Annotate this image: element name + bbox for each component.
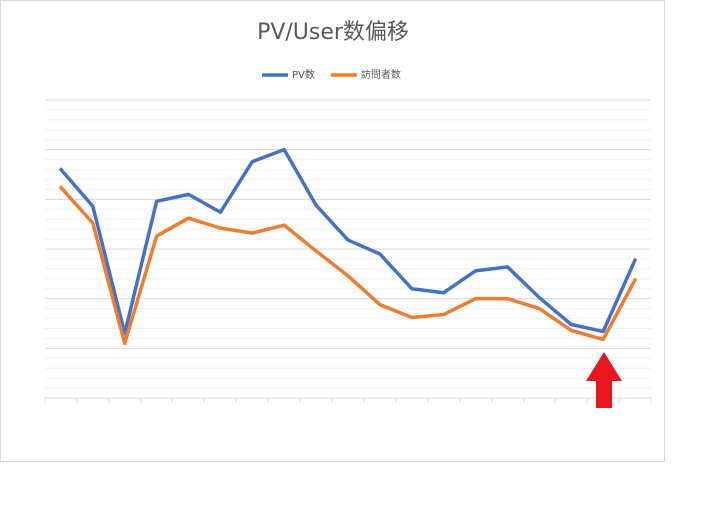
chart-frame (0, 0, 665, 462)
series-line (59, 185, 637, 346)
series-line (59, 147, 637, 336)
legend-label: 訪問者数 (361, 68, 401, 81)
red-arrow (586, 352, 622, 408)
chart-title: PV/User数偏移 (257, 20, 409, 45)
legend-label: PV数 (292, 68, 315, 81)
